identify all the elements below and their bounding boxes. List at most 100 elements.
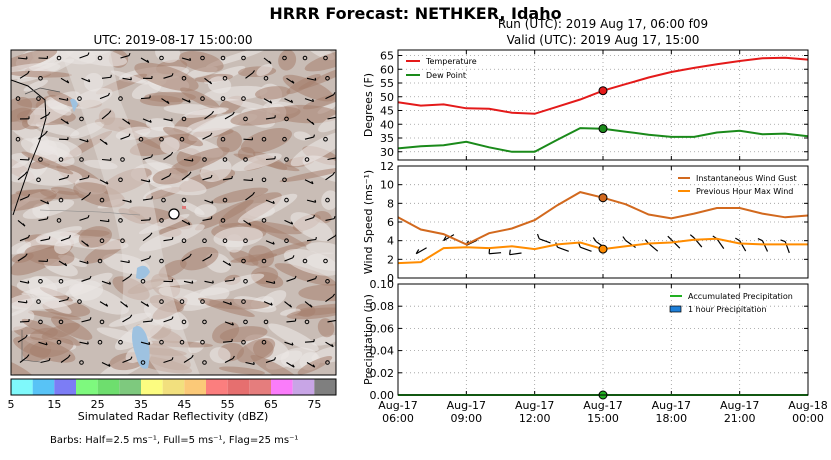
wind-barb: [181, 57, 191, 61]
panel-frame: [397, 283, 809, 396]
calm-wind-marker: [161, 197, 166, 203]
terrain-relief: [282, 74, 335, 102]
wind-barb: [79, 54, 89, 59]
y-tick-label: 4: [387, 235, 394, 248]
y-tick-label: 40: [380, 118, 394, 131]
wind-barb: [38, 133, 46, 140]
x-tick-time-label: 09:00: [450, 412, 482, 425]
wind-barb-tick: [125, 304, 129, 308]
wind-barb-tick: [209, 253, 213, 257]
county-border: [24, 87, 61, 95]
calm-wind-marker: [241, 258, 246, 264]
wind-barb: [183, 158, 193, 162]
wind-barb: [265, 117, 275, 120]
terrain-relief: [83, 159, 118, 170]
y-tick-label: 50: [380, 91, 394, 104]
calm-wind-marker: [120, 157, 125, 162]
colorbar-tick-label: 25: [91, 398, 105, 411]
wind-barb: [60, 118, 69, 125]
wind-barb: [140, 179, 150, 183]
current-time-marker: [598, 86, 608, 96]
terrain-relief: [230, 106, 301, 126]
calm-wind-marker: [79, 116, 84, 122]
wind-barb-tick: [86, 243, 89, 247]
terrain-relief: [298, 283, 336, 302]
wind-barb: [222, 301, 232, 306]
calm-wind-marker: [36, 177, 41, 183]
wind-barb-tick: [64, 262, 68, 267]
wind-barb: [325, 174, 334, 181]
reflectivity-colorbar: 5 15 25 35 45 55 65 75: [8, 378, 337, 411]
wind-barb-tick: [252, 191, 255, 196]
terrain-relief: [158, 286, 210, 306]
wind-barb: [265, 199, 275, 205]
legend: Temperature Dew Point: [406, 57, 477, 80]
wind-barb: [327, 319, 336, 323]
wind-barb-tick: [108, 363, 111, 367]
x-tick-date-label: Aug-17: [378, 399, 417, 412]
legend-label: 1 hour Precipitation: [688, 305, 767, 314]
wind-barb: [140, 341, 150, 345]
calm-wind-marker: [282, 136, 287, 142]
calm-wind-marker: [200, 96, 205, 101]
x-tick-date-label: Aug-17: [583, 399, 622, 412]
wind-barb-tick: [689, 234, 695, 239]
x-tick-time-label: 12:00: [519, 412, 551, 425]
wind-barb: [79, 217, 89, 221]
map-features: [11, 79, 186, 363]
calm-wind-marker: [243, 157, 248, 162]
terrain-relief: [139, 224, 205, 252]
calm-wind-marker: [200, 55, 205, 61]
calm-wind-marker: [181, 319, 187, 325]
y-tick-label: 0.02: [370, 367, 395, 380]
wind-barb-tick: [332, 293, 336, 297]
calm-wind-marker: [38, 319, 43, 325]
wind-barb: [60, 237, 70, 242]
colorbar-segment: [206, 379, 228, 395]
colorbar-segment: [162, 379, 185, 395]
wind-barb-tick: [187, 221, 191, 226]
calm-wind-marker: [179, 136, 185, 142]
calm-wind-marker: [302, 258, 308, 264]
wind-barb: [181, 219, 191, 226]
wind-barb-tick: [87, 341, 89, 345]
terrain-relief: [179, 246, 219, 271]
legend: Accumulated Precipitation 1 hour Precipit…: [669, 292, 793, 314]
wind-barb: [284, 341, 294, 346]
calm-wind-marker: [261, 218, 267, 223]
wind-barb-tick: [311, 121, 315, 125]
wind-barb-tick: [67, 296, 69, 300]
calm-wind-marker: [56, 55, 62, 61]
calm-wind-marker: [179, 339, 185, 345]
wind-barb-tick: [88, 192, 92, 196]
y-tick-label: 0.00: [370, 389, 395, 402]
wind-barb-tick: [26, 354, 30, 358]
wind-barb: [202, 256, 211, 262]
wind-barb-tick: [149, 255, 151, 259]
terrain-relief: [218, 366, 266, 375]
wind-barb: [761, 240, 769, 252]
wind-barb: [224, 279, 234, 282]
calm-wind-marker: [282, 177, 287, 183]
calm-wind-marker: [220, 55, 226, 61]
wind-barb-tick: [89, 317, 92, 320]
terrain-relief: [237, 193, 298, 224]
map-panel: [10, 49, 337, 376]
lake: [136, 265, 150, 280]
calm-wind-marker: [304, 157, 310, 162]
calm-wind-marker: [58, 279, 64, 284]
wind-barb: [19, 73, 28, 79]
terrain-relief: [279, 167, 336, 183]
wind-barb: [739, 240, 747, 252]
terrain-relief: [112, 276, 150, 301]
terrain-relief: [253, 339, 274, 359]
calm-wind-marker: [99, 238, 105, 243]
wind-barb: [81, 319, 91, 323]
calm-wind-marker: [243, 279, 248, 284]
terrain-relief: [194, 204, 217, 218]
wind-barb: [325, 94, 334, 100]
wind-barb-tick: [667, 235, 672, 241]
current-time-marker: [598, 124, 608, 134]
terrain-relief: [86, 50, 111, 56]
